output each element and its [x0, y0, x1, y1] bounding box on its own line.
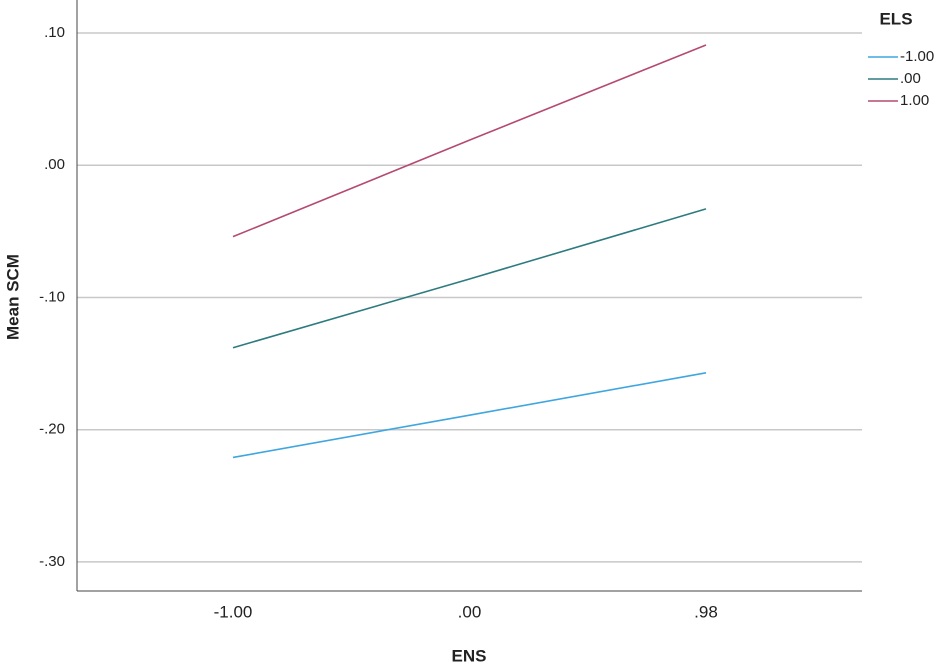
- series-line: [232, 44, 707, 238]
- y-tick-label: -.10: [39, 288, 65, 305]
- series-line: [232, 208, 707, 349]
- y-axis-label: Mean SCM: [3, 254, 22, 340]
- y-tick-label: -.20: [39, 421, 65, 438]
- legend-label: .00: [900, 70, 921, 87]
- legend-title: ELS: [879, 9, 912, 28]
- legend-label: 1.00: [900, 92, 929, 109]
- y-tick-label: .00: [44, 156, 65, 173]
- x-tick-label: .98: [694, 602, 718, 621]
- legend-label: -1.00: [900, 48, 934, 65]
- x-tick-label: -1.00: [214, 602, 253, 621]
- series-line: [232, 372, 707, 459]
- y-tick-label: .10: [44, 24, 65, 41]
- x-axis-label: ENS: [452, 646, 487, 665]
- y-tick-label: -.30: [39, 553, 65, 570]
- x-tick-label: .00: [458, 602, 482, 621]
